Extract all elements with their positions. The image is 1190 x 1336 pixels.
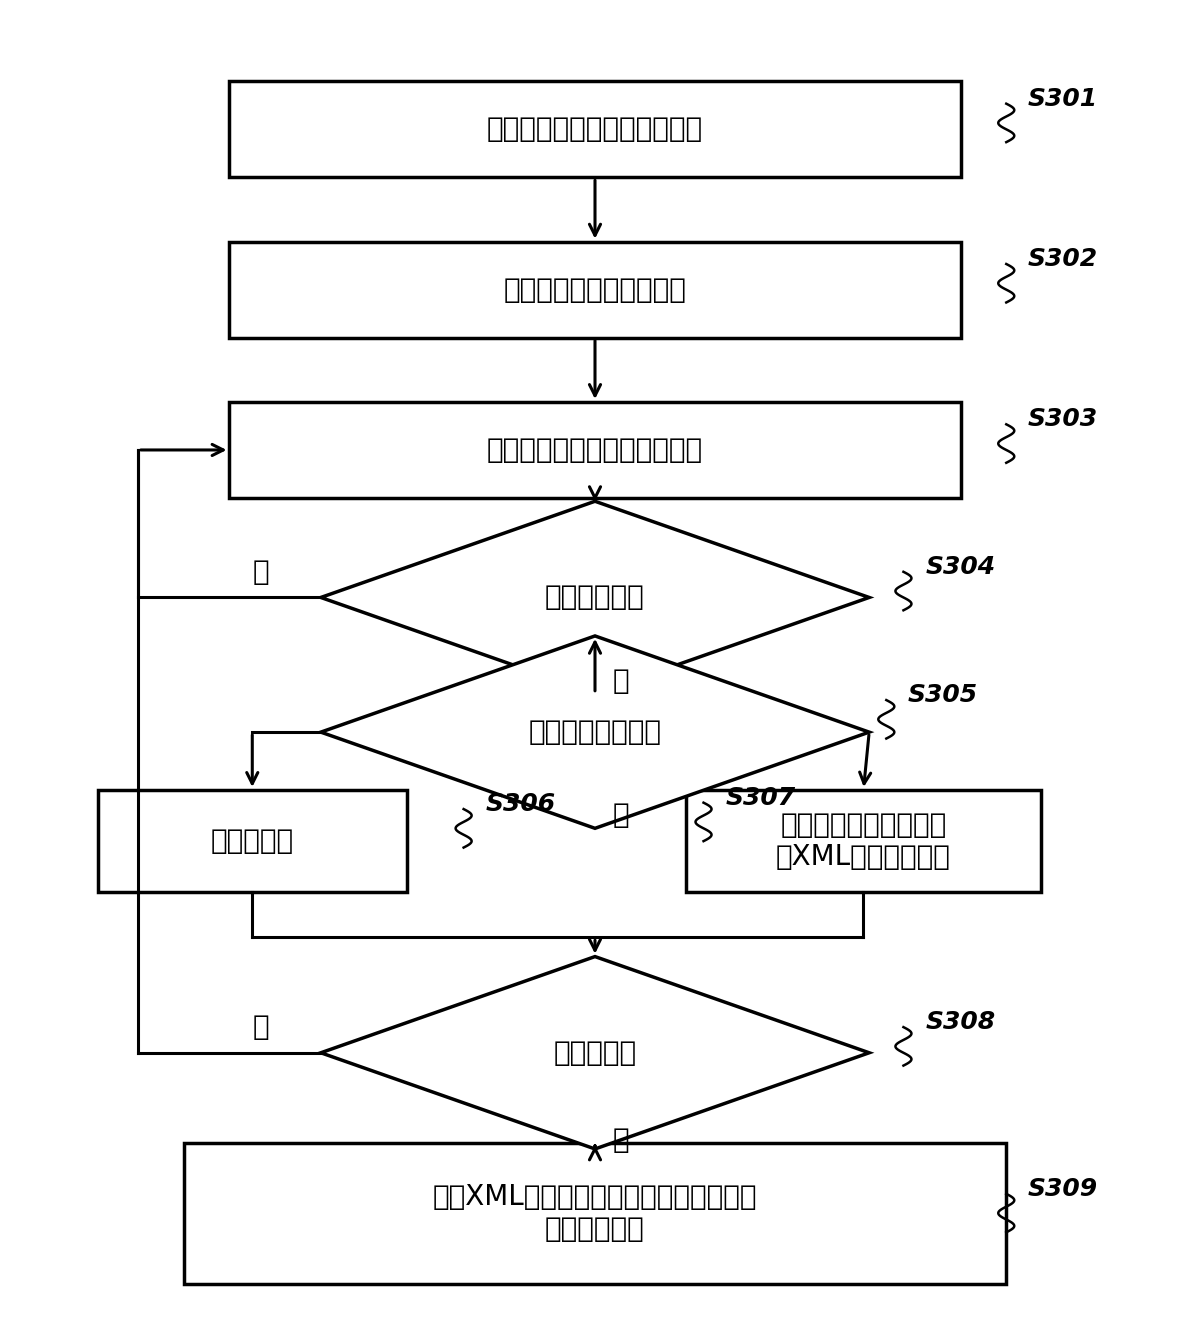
Bar [230, 81, 960, 178]
Text: 基于XML格式的文件中存储的内容，生成
待测试控件树: 基于XML格式的文件中存储的内容，生成 待测试控件树 [433, 1182, 757, 1244]
Bar [183, 1142, 1007, 1284]
Text: 否: 否 [252, 558, 269, 585]
Text: 是: 是 [612, 802, 628, 830]
Text: 舍弃此节点: 舍弃此节点 [211, 827, 294, 855]
Bar [230, 242, 960, 338]
Text: 确定初始控件树的根节点: 确定初始控件树的根节点 [503, 275, 687, 303]
Text: S308: S308 [925, 1010, 995, 1034]
Text: S309: S309 [1028, 1177, 1098, 1201]
Polygon shape [321, 957, 869, 1149]
Text: 是: 是 [612, 667, 628, 695]
Text: 是否遍历完: 是否遍历完 [553, 1039, 637, 1066]
Text: 对初始控件树的节点进行遍历: 对初始控件树的节点进行遍历 [487, 436, 703, 464]
Text: 是: 是 [612, 1126, 628, 1154]
Bar [98, 790, 407, 892]
Text: 是否超出预设区域: 是否超出预设区域 [528, 719, 662, 745]
Text: S304: S304 [925, 554, 995, 578]
Text: S303: S303 [1028, 407, 1098, 432]
Text: S301: S301 [1028, 87, 1098, 111]
Text: S302: S302 [1028, 247, 1098, 271]
Text: 否: 否 [252, 1013, 269, 1041]
Polygon shape [321, 501, 869, 693]
Polygon shape [321, 636, 869, 828]
Bar [687, 790, 1040, 892]
Text: S305: S305 [908, 683, 978, 707]
Text: 获取待测试应用的初始控件树: 获取待测试应用的初始控件树 [487, 115, 703, 143]
Text: S306: S306 [486, 792, 556, 816]
Text: S307: S307 [725, 786, 795, 810]
Bar [230, 402, 960, 498]
Text: 是否有子节点: 是否有子节点 [545, 584, 645, 612]
Text: 保留节点，加入到构建
的XML格式的文件中: 保留节点，加入到构建 的XML格式的文件中 [776, 811, 951, 871]
